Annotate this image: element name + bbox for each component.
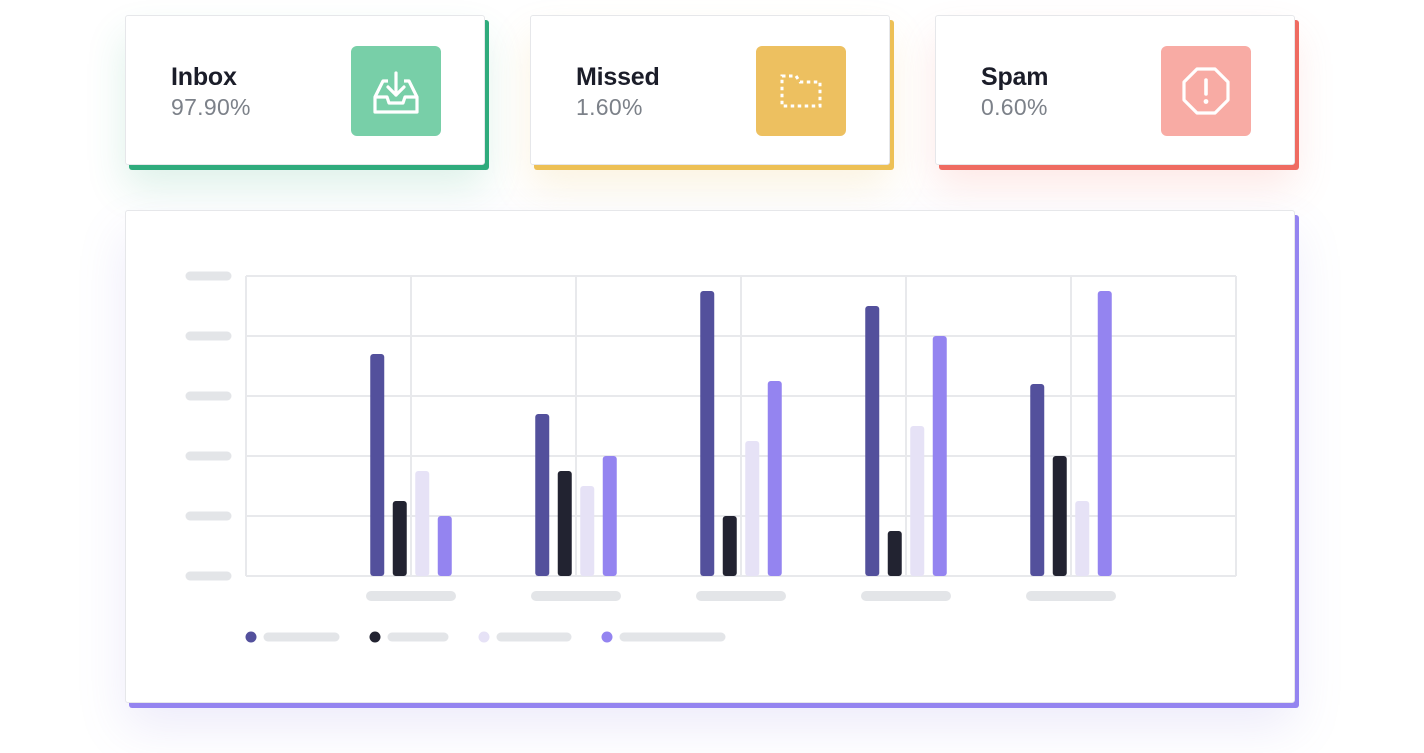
inbox-card[interactable]: Inbox 97.90%	[125, 15, 485, 165]
bar	[722, 516, 737, 576]
bar	[910, 426, 925, 576]
bar	[602, 456, 617, 576]
legend-swatch	[245, 631, 257, 643]
bar	[415, 471, 430, 576]
bar-chart-card	[125, 210, 1295, 703]
bar	[767, 381, 782, 576]
inbox-title: Inbox	[171, 63, 237, 91]
inbox-download-icon	[351, 46, 441, 136]
legend-swatch	[369, 631, 381, 643]
bar	[580, 486, 595, 576]
inbox-value: 97.90%	[171, 94, 251, 120]
bar	[557, 471, 572, 576]
missed-title: Missed	[576, 63, 660, 91]
bar-chart	[185, 271, 1237, 643]
bar	[1075, 501, 1090, 576]
bar	[392, 501, 407, 576]
bar	[1030, 384, 1045, 576]
bar	[1097, 291, 1112, 576]
bar	[1052, 456, 1067, 576]
bar	[932, 336, 947, 576]
legend-swatch	[478, 631, 490, 643]
missed-card[interactable]: Missed 1.60%	[530, 15, 890, 165]
missed-value: 1.60%	[576, 94, 643, 120]
bar	[865, 306, 880, 576]
bar	[535, 414, 550, 576]
spam-title: Spam	[981, 63, 1049, 91]
bar	[700, 291, 715, 576]
octagon-alert-icon	[1161, 46, 1251, 136]
legend-swatch	[601, 631, 613, 643]
bar	[745, 441, 760, 576]
bar	[370, 354, 385, 576]
spam-card[interactable]: Spam 0.60%	[935, 15, 1295, 165]
dashed-folder-icon	[756, 46, 846, 136]
bar	[437, 516, 452, 576]
bar	[887, 531, 902, 576]
spam-value: 0.60%	[981, 94, 1048, 120]
